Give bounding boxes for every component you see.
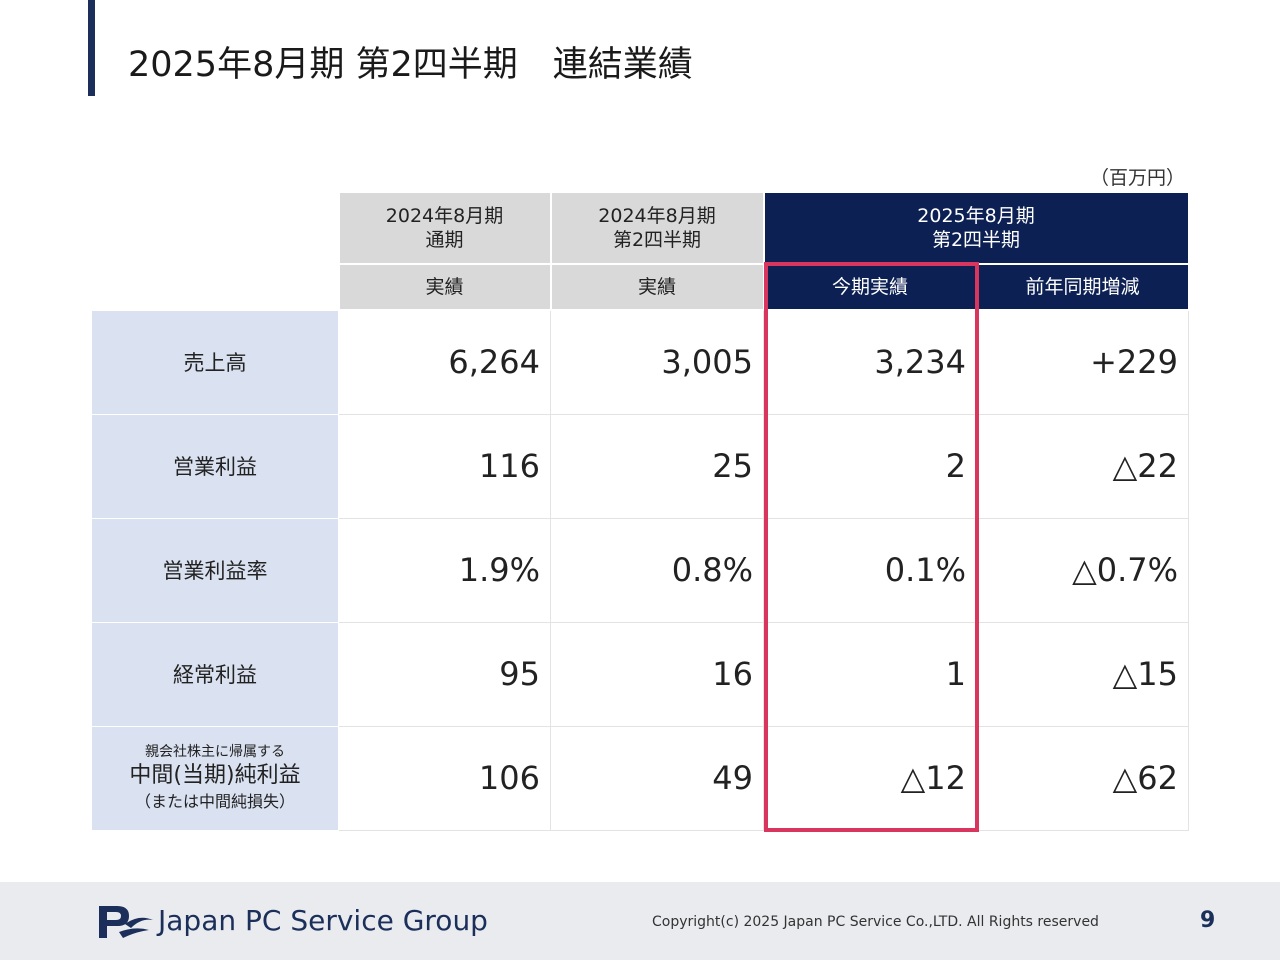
row-label: 経常利益 (91, 621, 339, 727)
page-number: 9 (1200, 908, 1216, 933)
company-name: Japan PC Service Group (158, 904, 488, 937)
subheader-yoy-change: 前年同期増減 (975, 263, 1190, 311)
subheader-fy2024-full: 実績 (337, 263, 552, 311)
value-cell: 49 (550, 725, 764, 831)
value-cell: 106 (338, 725, 551, 831)
header-fy2024-full: 2024年8月期 通期 (337, 191, 552, 265)
value-cell: 1 (763, 621, 977, 727)
table-row-operating-margin: 営業利益率 1.9% 0.8% 0.1% △0.7% (91, 517, 1189, 623)
copyright-text: Copyright(c) 2025 Japan PC Service Co.,L… (652, 914, 1099, 930)
row-label: 売上高 (91, 309, 339, 415)
results-table: 2024年8月期 通期 2024年8月期 第2四半期 2025年8月期 第2四半… (91, 191, 1190, 831)
row-label-net-income: 親会社株主に帰属する 中間(当期)純利益 （または中間純損失） (91, 725, 339, 831)
value-cell: △15 (976, 621, 1189, 727)
table-row-net-sales: 売上高 6,264 3,005 3,234 +229 (91, 309, 1189, 415)
value-cell: 0.8% (550, 517, 764, 623)
row-label-prefix: 親会社株主に帰属する (145, 744, 285, 760)
value-cell: 25 (550, 413, 764, 519)
value-cell: △0.7% (976, 517, 1189, 623)
value-cell: 3,005 (550, 309, 764, 415)
row-label-main: 中間(当期)純利益 (129, 763, 301, 788)
subheader-fy2024-q2: 実績 (549, 263, 765, 311)
value-cell: △12 (763, 725, 977, 831)
header-fy2024-q2-line2: 第2四半期 (612, 229, 702, 251)
value-cell: △62 (976, 725, 1189, 831)
page-title: 2025年8月期 第2四半期 連結業績 (128, 45, 693, 85)
value-cell: 2 (763, 413, 977, 519)
header-fy2025-q2-line2: 第2四半期 (931, 229, 1021, 251)
header-fy2024-q2: 2024年8月期 第2四半期 (549, 191, 765, 265)
row-label-suffix: （または中間純損失） (134, 792, 295, 811)
value-cell: 6,264 (338, 309, 551, 415)
header-fy2024-q2-line1: 2024年8月期 (598, 205, 716, 227)
header-fy2024-full-line2: 通期 (425, 229, 464, 251)
table-row-net-income: 親会社株主に帰属する 中間(当期)純利益 （または中間純損失） 106 49 △… (91, 725, 1189, 831)
table-row-operating-income: 営業利益 116 25 2 △22 (91, 413, 1189, 519)
value-cell: 3,234 (763, 309, 977, 415)
footer-bar (0, 882, 1280, 960)
unit-label: （百万円） (1090, 167, 1186, 189)
header-fy2024-full-line1: 2024年8月期 (385, 205, 504, 227)
value-cell: 0.1% (763, 517, 977, 623)
company-logo-icon (95, 902, 157, 946)
header-fy2025-q2-line1: 2025年8月期 (917, 205, 1035, 227)
header-fy2025-q2: 2025年8月期 第2四半期 (762, 191, 1190, 265)
subheader-current-results: 今期実績 (762, 263, 978, 311)
row-label: 営業利益率 (91, 517, 339, 623)
value-cell: △22 (976, 413, 1189, 519)
header-row-periods: 2024年8月期 通期 2024年8月期 第2四半期 2025年8月期 第2四半… (92, 191, 1190, 265)
value-cell: 95 (338, 621, 551, 727)
title-accent-bar (88, 0, 95, 96)
row-label: 営業利益 (91, 413, 339, 519)
value-cell: 1.9% (338, 517, 551, 623)
table-row-ordinary-income: 経常利益 95 16 1 △15 (91, 621, 1189, 727)
value-cell: +229 (976, 309, 1189, 415)
value-cell: 16 (550, 621, 764, 727)
value-cell: 116 (338, 413, 551, 519)
header-row-sub: 実績 実績 今期実績 前年同期増減 (92, 263, 1190, 311)
header-empty-cell (92, 192, 339, 264)
subheader-empty-cell (92, 264, 339, 310)
